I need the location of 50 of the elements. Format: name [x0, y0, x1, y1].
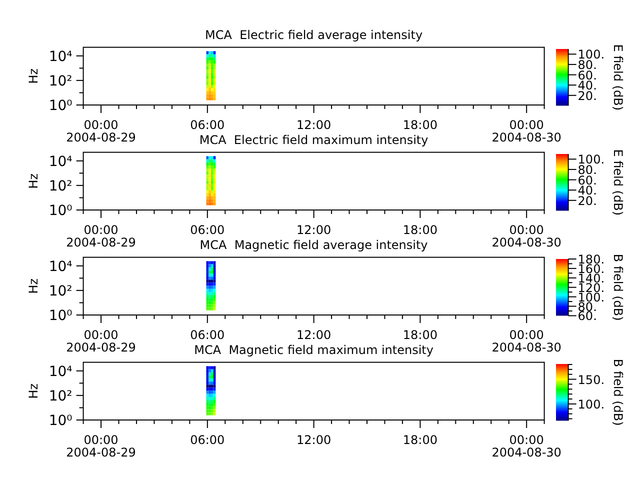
- y-axis-title: Hz: [26, 383, 40, 399]
- color-bar-title: E field (dB): [611, 149, 625, 216]
- color-bar-title: B field (dB): [611, 358, 625, 426]
- chart-title: MCA Magnetic field maximum intensity: [194, 342, 434, 357]
- color-bar-label: 150.: [578, 372, 605, 387]
- y-tick-label: 10⁰: [48, 413, 73, 429]
- color-bar-title: B field (dB): [611, 254, 625, 321]
- chart-title: MCA Electric field maximum intensity: [199, 132, 428, 147]
- y-tick-label: 10⁰: [48, 308, 73, 324]
- color-bar-label: 20.: [578, 88, 597, 103]
- x-tick-label: 18:00: [402, 223, 438, 237]
- x-tick-label: 00:00 2004-08-30: [492, 223, 562, 250]
- chart-title: MCA Magnetic field average intensity: [200, 238, 428, 252]
- x-tick-label: 00:00 2004-08-29: [66, 433, 136, 460]
- x-tick-label: 00:00 2004-08-30: [492, 118, 562, 144]
- y-tick-label: 10⁰: [48, 98, 73, 114]
- x-tick-label: 12:00: [296, 118, 332, 132]
- y-tick-label: 10⁴: [48, 258, 73, 275]
- x-tick-label: 12:00: [296, 223, 332, 237]
- color-bar-label: 20.: [578, 194, 597, 208]
- y-tick-label: 10²: [48, 283, 72, 300]
- y-axis-title: Hz: [26, 173, 40, 189]
- x-tick-label: 06:00: [190, 433, 225, 447]
- y-tick-label: 10²: [48, 178, 72, 194]
- y-tick-label: 10⁰: [48, 203, 73, 219]
- x-tick-label: 18:00: [402, 118, 438, 132]
- chart-title: MCA Electric field average intensity: [205, 28, 423, 42]
- y-tick-label: 10²: [48, 73, 72, 90]
- x-tick-label: 00:00 2004-08-29: [66, 118, 136, 144]
- x-tick-label: 12:00: [296, 433, 332, 447]
- x-tick-label: 00:00 2004-08-30: [492, 328, 562, 354]
- x-tick-label: 00:00 2004-08-29: [66, 223, 136, 250]
- x-tick-label: 06:00: [190, 328, 225, 342]
- y-tick-label: 10⁴: [48, 364, 73, 380]
- x-tick-label: 00:00 2004-08-29: [66, 328, 136, 354]
- x-tick-label: 18:00: [402, 328, 438, 342]
- y-axis-title: Hz: [26, 278, 40, 294]
- x-tick-label: 06:00: [190, 223, 225, 237]
- x-tick-label: 06:00: [190, 118, 225, 132]
- x-tick-label: 12:00: [296, 328, 332, 342]
- x-tick-label: 18:00: [402, 433, 438, 447]
- x-tick-label: 00:00 2004-08-30: [492, 433, 562, 460]
- y-tick-label: 10⁴: [48, 48, 73, 65]
- y-tick-label: 10²: [48, 388, 72, 404]
- color-bar-label: 80.: [578, 58, 597, 72]
- color-bar-label: 80.: [578, 162, 597, 177]
- y-axis-title: Hz: [26, 68, 40, 84]
- y-tick-label: 10⁴: [48, 154, 73, 170]
- color-bar-title: E field (dB): [611, 44, 625, 111]
- color-bar-label: 100.: [578, 397, 605, 412]
